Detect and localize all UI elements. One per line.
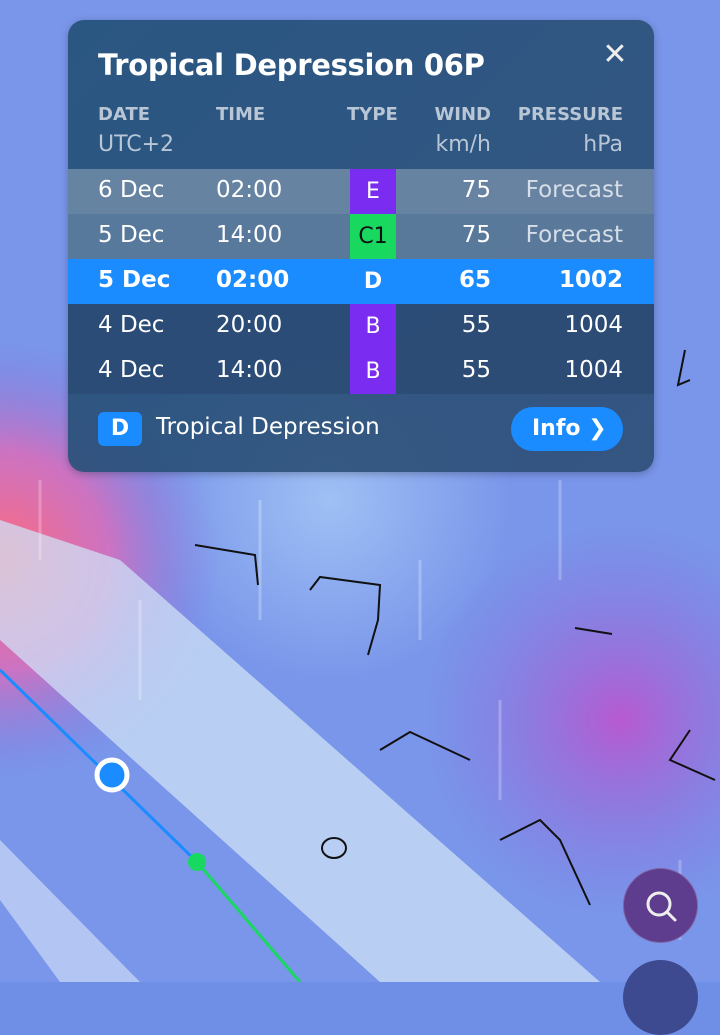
legend-type-badge: D <box>98 412 142 446</box>
table-row[interactable]: 5 Dec 14:00 C1 75 Forecast <box>68 214 654 259</box>
unit-pressure: hPa <box>583 132 623 157</box>
row-type-badge: C1 <box>350 214 396 259</box>
table-row[interactable]: 4 Dec 14:00 B 55 1004 <box>68 349 654 394</box>
map-control-button[interactable] <box>623 960 698 1035</box>
row-date: 4 Dec <box>98 357 165 383</box>
row-type-badge: B <box>350 349 396 394</box>
info-label: Info <box>532 416 581 441</box>
table-row[interactable]: 6 Dec 02:00 E 75 Forecast <box>68 169 654 214</box>
row-wind: 75 <box>461 177 491 203</box>
row-time: 14:00 <box>216 357 283 383</box>
row-wind: 55 <box>461 312 491 338</box>
unit-wind: km/h <box>435 132 491 157</box>
search-button[interactable] <box>623 868 698 943</box>
row-wind: 65 <box>458 267 491 293</box>
header-pressure: PRESSURE <box>517 104 623 125</box>
search-icon <box>646 891 677 922</box>
header-type: TYPE <box>347 104 398 125</box>
close-icon[interactable]: ✕ <box>602 37 628 72</box>
row-date: 5 Dec <box>98 222 165 248</box>
storm-current-position-marker[interactable] <box>94 757 130 793</box>
row-pressure: 1002 <box>558 267 623 293</box>
row-date: 4 Dec <box>98 312 165 338</box>
header-date: DATE <box>98 104 151 125</box>
storm-info-popup: Tropical Depression 06P ✕ DATE TIME TYPE… <box>68 20 654 472</box>
row-time: 20:00 <box>216 312 283 338</box>
row-type-badge: B <box>350 304 396 349</box>
row-wind: 55 <box>461 357 491 383</box>
row-pressure: Forecast <box>525 222 623 248</box>
header-wind: WIND <box>434 104 491 125</box>
table-row[interactable]: 4 Dec 20:00 B 55 1004 <box>68 304 654 349</box>
row-pressure: 1004 <box>564 312 623 338</box>
legend-type-label: Tropical Depression <box>156 414 380 440</box>
row-wind: 75 <box>461 222 491 248</box>
row-pressure: Forecast <box>525 177 623 203</box>
table-row[interactable]: 5 Dec 02:00 D 65 1002 <box>68 259 654 304</box>
storm-forecast-point[interactable] <box>188 853 206 871</box>
row-type-badge: E <box>350 169 396 214</box>
row-date: 5 Dec <box>98 267 171 293</box>
header-time: TIME <box>216 104 266 125</box>
row-date: 6 Dec <box>98 177 165 203</box>
info-button[interactable]: Info ❯ <box>511 407 623 451</box>
row-time: 14:00 <box>216 222 283 248</box>
row-pressure: 1004 <box>564 357 623 383</box>
row-time: 02:00 <box>216 177 283 203</box>
popup-title: Tropical Depression 06P <box>98 48 485 82</box>
row-type-badge: D <box>363 269 383 294</box>
chevron-right-icon: ❯ <box>588 416 607 441</box>
row-time: 02:00 <box>216 267 290 293</box>
unit-date: UTC+2 <box>98 132 175 157</box>
